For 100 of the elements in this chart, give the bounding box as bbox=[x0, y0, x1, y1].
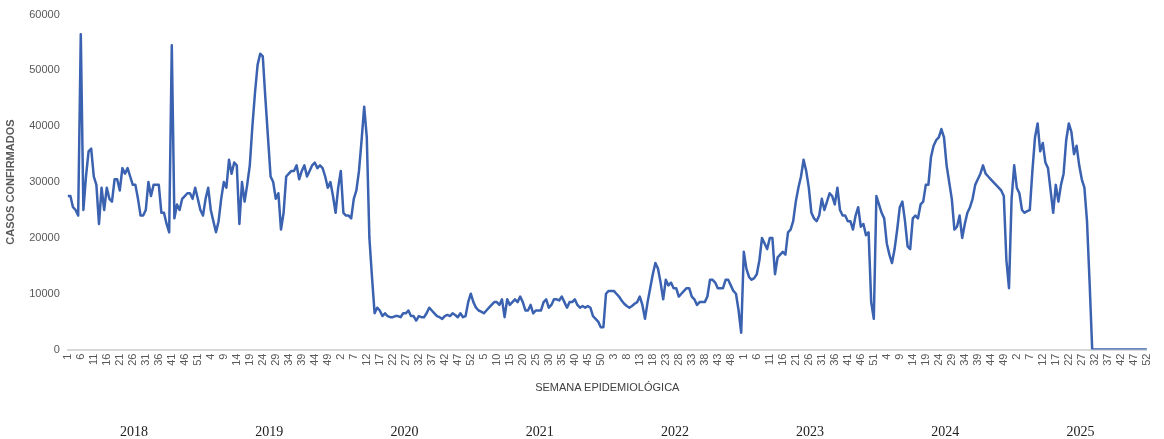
x-tick-label: 6 bbox=[73, 353, 86, 360]
y-tick-label: 20000 bbox=[29, 230, 60, 243]
x-tick-label: 44 bbox=[983, 353, 996, 366]
x-tick-label: 47 bbox=[450, 353, 463, 366]
x-tick-label: 48 bbox=[723, 353, 736, 366]
x-tick-label: 10 bbox=[489, 353, 502, 366]
y-axis-title: CASOS CONFIRMADOS bbox=[3, 119, 16, 245]
x-tick-label: 28 bbox=[671, 353, 684, 366]
x-tick-label: 16 bbox=[99, 353, 112, 366]
text: 2022 bbox=[660, 423, 689, 439]
x-tick-label: 18 bbox=[645, 353, 658, 366]
x-tick-label: 9 bbox=[892, 353, 905, 360]
x-tick-label: 49 bbox=[320, 353, 333, 366]
x-tick-label: 15 bbox=[502, 353, 515, 366]
x-tick-label: 44 bbox=[307, 353, 320, 366]
x-tick-label: 26 bbox=[801, 353, 814, 366]
x-tick-label: 14 bbox=[905, 353, 918, 366]
x-tick-label: 12 bbox=[359, 353, 372, 366]
x-tick-label: 1 bbox=[60, 353, 73, 360]
x-tick-label: 16 bbox=[775, 353, 788, 366]
text: 2020 bbox=[390, 423, 419, 439]
x-tick-label: 29 bbox=[268, 353, 281, 366]
x-tick-label: 27 bbox=[398, 353, 411, 366]
x-tick-label: 35 bbox=[554, 353, 567, 366]
x-tick-label: 42 bbox=[437, 353, 450, 366]
y-tick-label: 0 bbox=[53, 342, 60, 355]
x-tick-label: 12 bbox=[1035, 353, 1048, 366]
x-tick-label: 19 bbox=[918, 353, 931, 366]
x-tick-label: 50 bbox=[593, 353, 606, 366]
x-tick-label: 47 bbox=[1126, 353, 1139, 366]
x-tick-label: 40 bbox=[567, 353, 580, 366]
x-tick-label: 45 bbox=[580, 353, 593, 366]
x-tick-label: 5 bbox=[476, 353, 489, 360]
x-tick-label: 7 bbox=[1022, 353, 1035, 360]
x-tick-label: 4 bbox=[203, 353, 216, 360]
x-tick-label: 8 bbox=[619, 353, 632, 360]
x-tick-label: 37 bbox=[1100, 353, 1113, 366]
x-tick-label: 2 bbox=[333, 353, 346, 360]
text: 2019 bbox=[255, 423, 284, 439]
x-tick-label: 22 bbox=[1061, 353, 1074, 366]
x-tick-label: 17 bbox=[1048, 353, 1061, 366]
y-tick-label: 50000 bbox=[29, 63, 60, 76]
x-tick-label: 41 bbox=[840, 353, 853, 366]
y-tick-label: 30000 bbox=[29, 175, 60, 188]
x-tick-label: 25 bbox=[528, 353, 541, 366]
text: 2023 bbox=[796, 423, 825, 439]
x-tick-label: 24 bbox=[931, 353, 944, 366]
x-tick-label: 36 bbox=[151, 353, 164, 366]
x-tick-label: 33 bbox=[684, 353, 697, 366]
x-tick-label: 1 bbox=[736, 353, 749, 360]
x-tick-label: 31 bbox=[814, 353, 827, 366]
x-tick-label: 46 bbox=[853, 353, 866, 366]
x-tick-label: 32 bbox=[411, 353, 424, 366]
x-tick-label: 49 bbox=[996, 353, 1009, 366]
x-tick-label: 38 bbox=[697, 353, 710, 366]
x-tick-label: 46 bbox=[177, 353, 190, 366]
x-axis-title: SEMANA EPIDEMIOLÓGICA bbox=[535, 381, 681, 394]
x-tick-label: 31 bbox=[138, 353, 151, 366]
x-tick-label: 3 bbox=[606, 353, 619, 360]
x-tick-label: 36 bbox=[827, 353, 840, 366]
x-tick-label: 29 bbox=[944, 353, 957, 366]
x-tick-label: 27 bbox=[1074, 353, 1087, 366]
x-tick-label: 34 bbox=[281, 353, 294, 366]
x-tick-label: 13 bbox=[632, 353, 645, 366]
x-tick-label: 4 bbox=[879, 353, 892, 360]
y-tick-label: 10000 bbox=[29, 286, 60, 299]
x-tick-label: 21 bbox=[788, 353, 801, 366]
x-tick-label: 7 bbox=[346, 353, 359, 360]
x-tick-label: 41 bbox=[164, 353, 177, 366]
text: 2024 bbox=[931, 423, 960, 439]
x-tick-label: 51 bbox=[190, 353, 203, 366]
x-tick-label: 39 bbox=[294, 353, 307, 366]
x-tick-label: 52 bbox=[1139, 353, 1152, 366]
x-tick-label: 51 bbox=[866, 353, 879, 366]
x-tick-label: 22 bbox=[385, 353, 398, 366]
x-tick-label: 11 bbox=[86, 353, 99, 365]
x-tick-label: 32 bbox=[1087, 353, 1100, 366]
text: 2018 bbox=[120, 423, 149, 439]
x-tick-label: 21 bbox=[112, 353, 125, 366]
x-tick-label: 39 bbox=[970, 353, 983, 366]
x-tick-label: 2 bbox=[1009, 353, 1022, 360]
x-tick-label: 19 bbox=[242, 353, 255, 366]
x-tick-label: 34 bbox=[957, 353, 970, 366]
y-tick-label: 40000 bbox=[29, 119, 60, 132]
x-tick-label: 37 bbox=[424, 353, 437, 366]
y-tick-label: 60000 bbox=[29, 7, 60, 20]
x-tick-label: 26 bbox=[125, 353, 138, 366]
x-tick-label: 24 bbox=[255, 353, 268, 366]
x-tick-label: 14 bbox=[229, 353, 242, 366]
x-tick-label: 11 bbox=[762, 353, 775, 365]
x-tick-label: 6 bbox=[749, 353, 762, 360]
x-tick-label: 52 bbox=[463, 353, 476, 366]
x-tick-label: 9 bbox=[216, 353, 229, 360]
text: 2021 bbox=[525, 423, 554, 439]
x-tick-label: 30 bbox=[541, 353, 554, 366]
text: 2025 bbox=[1066, 423, 1095, 439]
x-tick-label: 17 bbox=[372, 353, 385, 366]
x-tick-label: 20 bbox=[515, 353, 528, 366]
x-tick-label: 42 bbox=[1113, 353, 1126, 366]
x-tick-label: 23 bbox=[658, 353, 671, 366]
